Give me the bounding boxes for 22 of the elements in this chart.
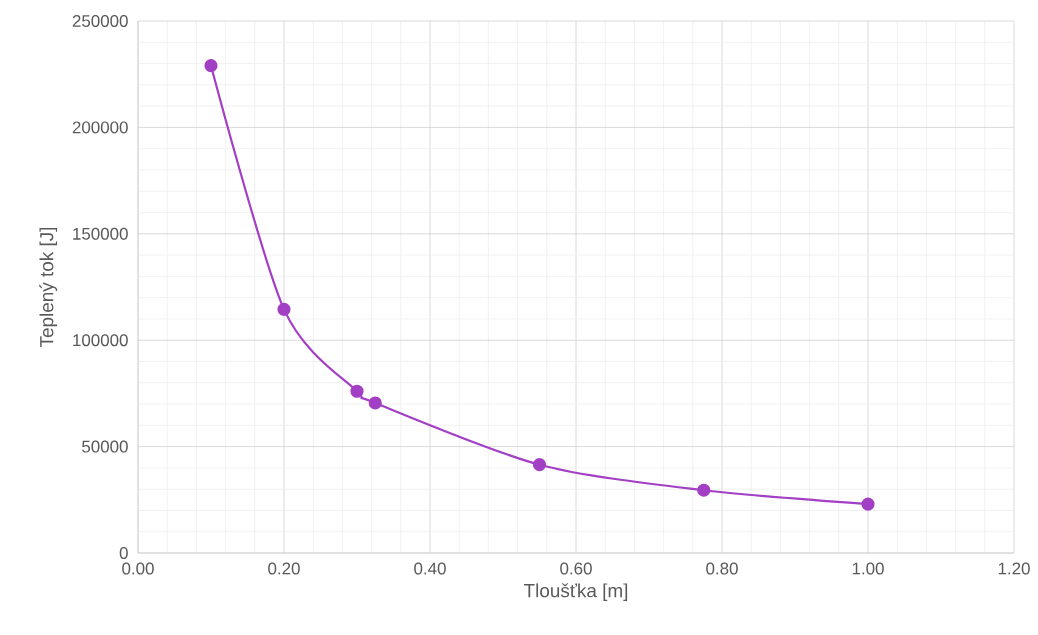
y-tick-label: 150000 [73,227,128,240]
x-tick-label: 1.20 [998,562,1030,575]
y-axis-title: Teplený tok [J] [39,227,58,348]
y-tick-label: 0 [119,547,128,559]
y-tick-label: 50000 [82,440,128,453]
x-tick-label: 0.00 [122,562,154,575]
x-tick-label: 0.80 [706,562,738,575]
point [350,384,364,398]
point [861,497,875,511]
y-tick-label: 100000 [73,334,128,347]
x-tick-label: 1.00 [852,562,884,575]
y-tick-label: 250000 [72,15,128,27]
x-tick-label: 0.60 [560,562,592,575]
point [697,483,711,497]
x-tick-label: 0.40 [414,562,446,575]
point [368,396,382,410]
point [532,458,547,472]
point [204,59,218,73]
y-tick-label: 200000 [72,121,128,134]
point [277,302,291,316]
x-axis-title: Tloušťka [m] [523,583,628,602]
x-tick-label: 0.20 [268,562,300,575]
